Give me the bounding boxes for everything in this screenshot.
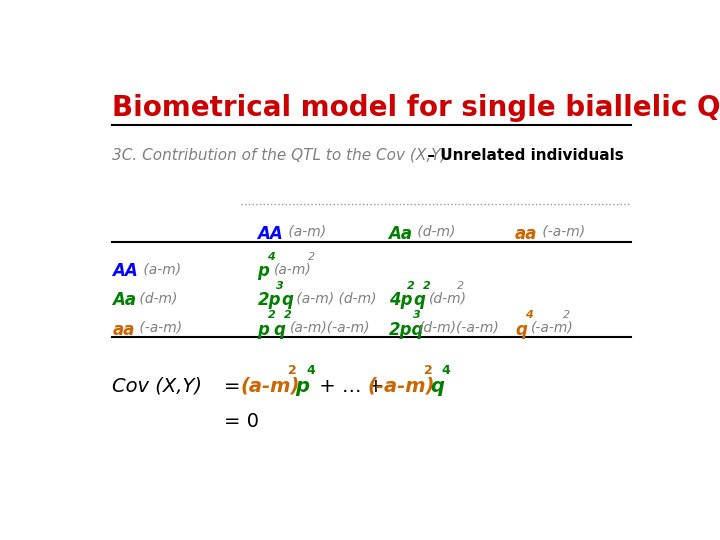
Text: (a-m): (a-m): [138, 262, 181, 276]
Text: (d-m): (d-m): [429, 292, 467, 306]
Text: 4p: 4p: [389, 292, 412, 309]
Text: 2p: 2p: [258, 292, 281, 309]
Text: =: =: [224, 377, 240, 396]
Text: 2pq: 2pq: [389, 321, 424, 339]
Text: = 0: = 0: [224, 412, 259, 431]
Text: 2: 2: [407, 281, 415, 291]
Text: – Unrelated individuals: – Unrelated individuals: [422, 148, 624, 163]
Text: AA: AA: [112, 262, 138, 280]
Text: 2: 2: [267, 310, 275, 320]
Text: 2: 2: [307, 252, 315, 262]
Text: p: p: [258, 321, 269, 339]
Text: Biometrical model for single biallelic QTL: Biometrical model for single biallelic Q…: [112, 94, 720, 122]
Text: (d-m): (d-m): [413, 225, 455, 239]
Text: 2: 2: [288, 364, 297, 377]
Text: (a-m): (a-m): [274, 262, 312, 276]
Text: 4: 4: [306, 364, 315, 377]
Text: 2: 2: [423, 281, 431, 291]
Text: 4: 4: [441, 364, 450, 377]
Text: Cov (X,Y): Cov (X,Y): [112, 377, 202, 396]
Text: Aa: Aa: [112, 292, 137, 309]
Text: AA: AA: [258, 225, 283, 243]
Text: q: q: [282, 292, 293, 309]
Text: (-a-m): (-a-m): [367, 377, 435, 396]
Text: (-a-m): (-a-m): [538, 225, 585, 239]
Text: (a-m): (a-m): [284, 225, 325, 239]
Text: q: q: [431, 377, 444, 396]
Text: (-a-m): (-a-m): [531, 321, 574, 334]
Text: q: q: [413, 292, 425, 309]
Text: (a-m): (a-m): [240, 377, 300, 396]
Text: aa: aa: [516, 225, 538, 243]
Text: (a-m)(-a-m): (a-m)(-a-m): [289, 321, 370, 334]
Text: 2: 2: [284, 310, 292, 320]
Text: (d-m)(-a-m): (d-m)(-a-m): [419, 321, 500, 334]
Text: 3C. Contribution of the QTL to the Cov (X,Y): 3C. Contribution of the QTL to the Cov (…: [112, 148, 447, 163]
Text: 2: 2: [457, 281, 464, 291]
Text: q: q: [274, 321, 285, 339]
Text: 2: 2: [562, 310, 570, 320]
Text: (a-m) (d-m): (a-m) (d-m): [292, 292, 377, 306]
Text: 4: 4: [267, 252, 275, 262]
Text: 3: 3: [413, 310, 420, 320]
Text: 3: 3: [276, 281, 284, 291]
Text: p: p: [294, 377, 309, 396]
Text: (-a-m): (-a-m): [135, 321, 181, 334]
Text: 2: 2: [423, 364, 433, 377]
Text: q: q: [516, 321, 527, 339]
Text: 4: 4: [526, 310, 533, 320]
Text: p: p: [258, 262, 269, 280]
Text: Aa: Aa: [389, 225, 413, 243]
Text: (d-m): (d-m): [135, 292, 177, 306]
Text: + … +: + … +: [313, 377, 384, 396]
Text: aa: aa: [112, 321, 135, 339]
